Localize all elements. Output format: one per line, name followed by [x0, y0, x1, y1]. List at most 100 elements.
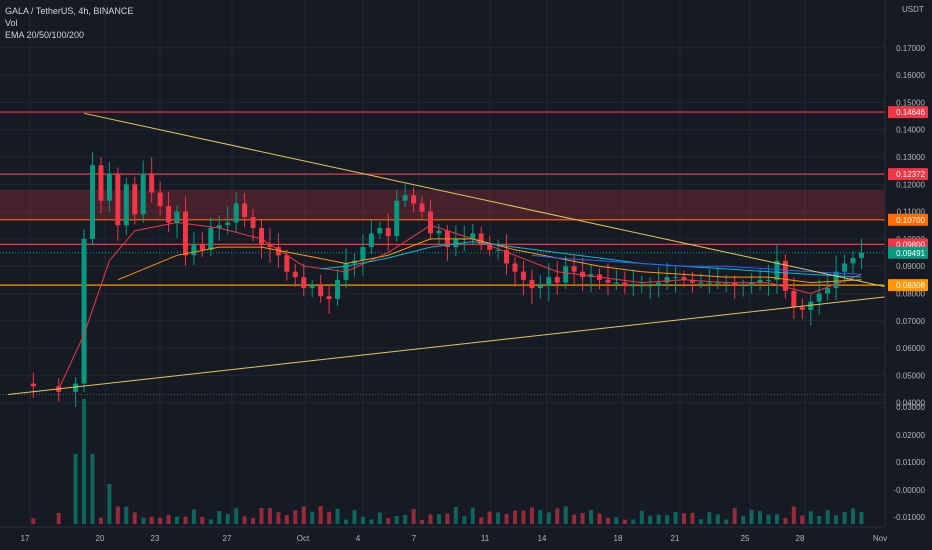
price-badge — [888, 213, 928, 226]
candle-body — [301, 277, 307, 289]
candle-body — [90, 165, 95, 239]
volume-bar — [791, 506, 796, 524]
candle-body — [233, 203, 239, 223]
candle-body — [689, 279, 695, 283]
volume-bar — [656, 514, 661, 524]
candle-body — [580, 271, 586, 278]
volume-bar — [513, 510, 517, 524]
volume-bar — [622, 519, 627, 524]
candle-body — [326, 296, 332, 299]
volume-bar — [301, 506, 306, 524]
volume-bar — [377, 512, 382, 524]
volume-bar — [107, 484, 112, 524]
candle-body — [546, 277, 552, 286]
price-axis-tick: -0.00000 — [893, 486, 925, 495]
price-axis-background — [885, 0, 932, 550]
ema-indicator-label[interactable]: EMA 20/50/100/200 — [5, 30, 85, 40]
candle-body — [428, 211, 433, 234]
volume-bar — [766, 514, 771, 524]
volume-bar — [563, 506, 568, 524]
candle-body — [774, 260, 780, 280]
volume-bar — [352, 510, 357, 524]
volume-bar — [834, 515, 839, 524]
volume-bar — [665, 515, 670, 524]
volume-bar — [707, 512, 712, 524]
candle-body — [377, 227, 383, 234]
candle-body — [309, 285, 315, 289]
volume-bar — [90, 454, 95, 524]
volume-bar — [259, 507, 264, 524]
volume-bar — [445, 513, 450, 524]
candle-body — [318, 285, 324, 297]
ema-lines — [58, 221, 862, 390]
volume-bar — [673, 512, 678, 524]
candle-body — [681, 277, 687, 280]
volume-bar — [276, 512, 281, 524]
resistance-zone — [0, 189, 885, 220]
volume-bar — [98, 517, 103, 524]
candle-body — [656, 282, 662, 286]
candle-body — [259, 227, 264, 245]
candle-body — [825, 288, 831, 294]
volume-bar — [310, 511, 315, 524]
candle-body — [292, 271, 298, 278]
volume-bar — [639, 510, 644, 524]
candle-body — [504, 249, 510, 264]
candle-body — [123, 184, 129, 226]
volume-bar — [251, 518, 256, 524]
time-axis-label: 14 — [538, 534, 547, 543]
volume-bar — [293, 510, 298, 524]
volume-bar — [504, 514, 509, 524]
candle-body — [199, 244, 205, 250]
volume-bar — [462, 516, 467, 524]
candle-body — [706, 282, 712, 284]
volume-bar — [496, 512, 501, 524]
candle-body — [715, 282, 721, 284]
volume-bar — [597, 513, 602, 524]
candle-body — [816, 293, 822, 302]
volume-bar — [555, 508, 560, 524]
volume-bar — [158, 517, 163, 524]
volume-bar — [479, 517, 484, 524]
volume-bar — [200, 516, 205, 524]
volume-bar — [690, 512, 695, 524]
volume-bar — [318, 506, 323, 524]
candle-body — [191, 244, 197, 256]
time-axis-label: 21 — [671, 534, 680, 543]
candle-body — [419, 203, 425, 212]
price-axis[interactable]: USDT0.170000.160000.150000.140000.130000… — [884, 0, 932, 550]
time-axis-label: 27 — [223, 534, 232, 543]
volume-bars — [31, 399, 864, 524]
symbol-title[interactable]: GALA / TetherUS, 4h, BINANCE — [5, 6, 134, 16]
candle-body — [554, 277, 560, 283]
volume-bar — [529, 507, 534, 524]
price-badge-label: 0.09800 — [896, 240, 925, 249]
volume-bar — [546, 512, 551, 524]
volume-indicator-label[interactable]: Vol — [5, 18, 18, 28]
volume-bar — [825, 510, 830, 524]
volume-bar — [580, 512, 585, 524]
candle-body — [529, 279, 535, 289]
price-axis-tick: 0.12000 — [896, 180, 925, 189]
price-axis-tick: 0.15000 — [896, 98, 925, 107]
trendline — [7, 295, 892, 396]
volume-bar — [31, 518, 36, 524]
candle-body — [225, 222, 231, 226]
candle-body — [411, 195, 417, 204]
volume-bar — [242, 516, 247, 524]
candle-body — [360, 247, 366, 261]
time-axis[interactable]: 17 20 23 27 Oct 4 7 11 14 18 21 25 28 Nov — [0, 526, 887, 543]
candle-body — [512, 263, 518, 272]
volume-bar — [327, 511, 332, 524]
volume-bar — [851, 508, 855, 524]
price-axis-tick: 0.04000 — [896, 399, 925, 408]
volume-bar — [428, 514, 433, 524]
candle-body — [149, 173, 155, 193]
volume-bar — [682, 513, 686, 524]
candle-body — [132, 184, 138, 215]
candle-body — [284, 255, 290, 272]
volume-bar — [741, 516, 746, 524]
price-badge — [888, 106, 928, 119]
volume-bar — [783, 518, 788, 524]
